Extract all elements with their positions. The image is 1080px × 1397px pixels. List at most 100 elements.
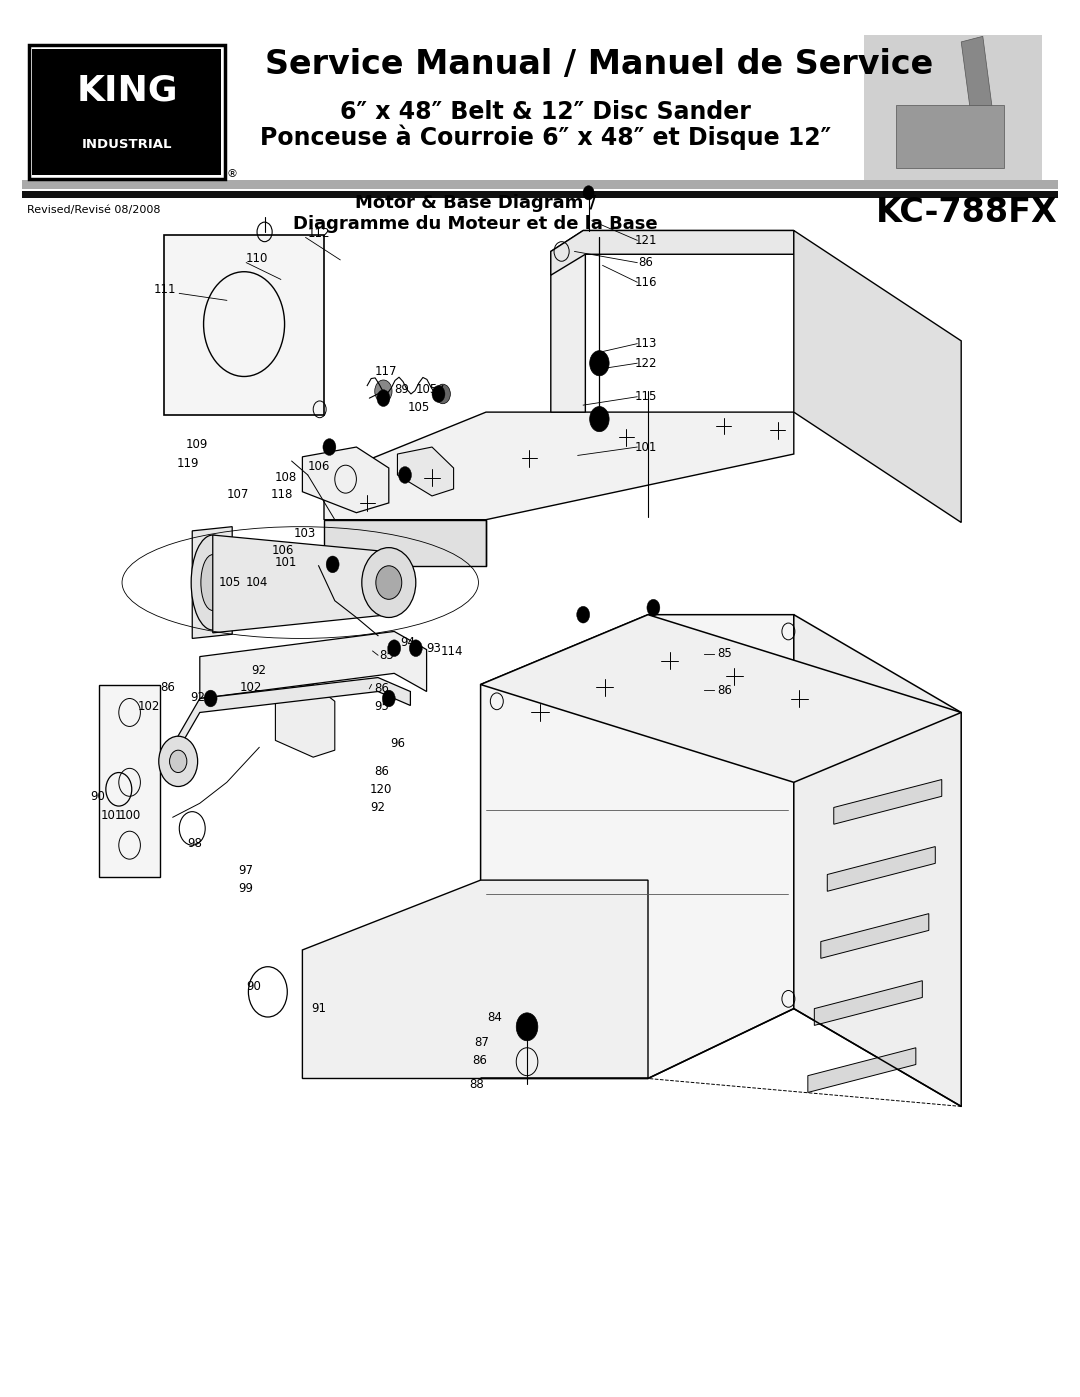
Circle shape — [382, 690, 395, 707]
Bar — [29, 45, 225, 179]
Text: 101: 101 — [635, 440, 657, 454]
Polygon shape — [164, 235, 324, 415]
Text: Ponceuse à Courroie 6″ x 48″ et Disque 12″: Ponceuse à Courroie 6″ x 48″ et Disque 1… — [260, 124, 831, 149]
Circle shape — [583, 186, 594, 200]
Text: 89: 89 — [394, 383, 409, 397]
Text: 95: 95 — [374, 700, 389, 714]
Text: 6″ x 48″ Belt & 12″ Disc Sander: 6″ x 48″ Belt & 12″ Disc Sander — [340, 99, 751, 124]
Circle shape — [377, 390, 390, 407]
Text: 116: 116 — [635, 275, 657, 289]
Polygon shape — [324, 412, 794, 520]
Text: 110: 110 — [246, 251, 268, 265]
Text: 112: 112 — [308, 226, 329, 240]
Text: 86: 86 — [717, 683, 732, 697]
Bar — [896, 105, 1004, 168]
Text: 104: 104 — [246, 576, 268, 590]
Circle shape — [590, 407, 609, 432]
Circle shape — [323, 439, 336, 455]
Polygon shape — [827, 847, 935, 891]
Polygon shape — [808, 1048, 916, 1092]
Text: 100: 100 — [119, 809, 140, 823]
Polygon shape — [551, 231, 794, 275]
Polygon shape — [814, 981, 922, 1025]
Text: 92: 92 — [370, 800, 386, 814]
Circle shape — [204, 690, 217, 707]
Polygon shape — [302, 447, 389, 513]
Text: 117: 117 — [375, 365, 396, 379]
Circle shape — [375, 380, 392, 402]
Text: 86: 86 — [638, 256, 653, 270]
Text: KING: KING — [77, 74, 177, 108]
Text: 113: 113 — [635, 337, 657, 351]
Text: 86: 86 — [160, 680, 175, 694]
Polygon shape — [961, 36, 994, 123]
Circle shape — [516, 1013, 538, 1041]
Circle shape — [376, 566, 402, 599]
Text: 90: 90 — [246, 979, 261, 993]
Polygon shape — [200, 631, 427, 698]
Polygon shape — [213, 535, 389, 633]
Text: 114: 114 — [441, 644, 462, 658]
Text: 119: 119 — [177, 457, 199, 471]
Text: Revised/Revisé 08/2008: Revised/Revisé 08/2008 — [27, 204, 161, 215]
Text: 101: 101 — [102, 809, 123, 823]
Text: 92: 92 — [252, 664, 267, 678]
Text: 107: 107 — [227, 488, 248, 502]
Text: 105: 105 — [408, 401, 430, 415]
Text: 108: 108 — [275, 471, 297, 485]
Circle shape — [435, 384, 450, 404]
Polygon shape — [275, 685, 335, 757]
Text: Motor & Base Diagram /: Motor & Base Diagram / — [354, 194, 596, 211]
Polygon shape — [551, 231, 794, 412]
Polygon shape — [481, 615, 961, 782]
Text: 102: 102 — [138, 700, 160, 714]
Text: 115: 115 — [635, 390, 657, 404]
Text: 103: 103 — [294, 527, 315, 541]
Text: 87: 87 — [474, 1035, 489, 1049]
Text: KC-788FX: KC-788FX — [876, 196, 1057, 229]
Text: 97: 97 — [239, 863, 254, 877]
Ellipse shape — [191, 535, 234, 630]
Text: 91: 91 — [311, 1002, 326, 1016]
Text: 99: 99 — [239, 882, 254, 895]
Text: 85: 85 — [717, 647, 732, 661]
Circle shape — [170, 750, 187, 773]
Text: 86: 86 — [374, 682, 389, 696]
Text: 92: 92 — [190, 690, 205, 704]
Text: 111: 111 — [154, 282, 176, 296]
Circle shape — [590, 351, 609, 376]
Text: 84: 84 — [487, 1010, 502, 1024]
Text: 102: 102 — [240, 680, 261, 694]
Text: 96: 96 — [390, 736, 405, 750]
Polygon shape — [99, 685, 160, 877]
Polygon shape — [192, 527, 232, 638]
Circle shape — [647, 599, 660, 616]
Circle shape — [388, 640, 401, 657]
Polygon shape — [794, 231, 961, 522]
Circle shape — [159, 736, 198, 787]
Polygon shape — [834, 780, 942, 824]
Text: 86: 86 — [374, 764, 389, 778]
Text: 109: 109 — [186, 437, 207, 451]
Polygon shape — [397, 447, 454, 496]
Polygon shape — [794, 615, 961, 1106]
Polygon shape — [167, 678, 410, 768]
Text: 98: 98 — [187, 837, 202, 851]
Text: 85: 85 — [379, 648, 394, 662]
Polygon shape — [324, 520, 486, 566]
Text: 120: 120 — [370, 782, 392, 796]
Text: 86: 86 — [472, 1053, 487, 1067]
Circle shape — [432, 386, 445, 402]
Bar — [22, 180, 1058, 189]
Polygon shape — [302, 880, 648, 1078]
Text: 122: 122 — [635, 356, 657, 370]
Polygon shape — [481, 615, 794, 1078]
Circle shape — [399, 467, 411, 483]
Text: 106: 106 — [308, 460, 329, 474]
Text: 101: 101 — [275, 556, 297, 570]
Polygon shape — [821, 914, 929, 958]
Text: 90: 90 — [90, 789, 105, 803]
Text: 88: 88 — [469, 1077, 484, 1091]
Text: 121: 121 — [635, 233, 657, 247]
Bar — [864, 35, 1042, 182]
